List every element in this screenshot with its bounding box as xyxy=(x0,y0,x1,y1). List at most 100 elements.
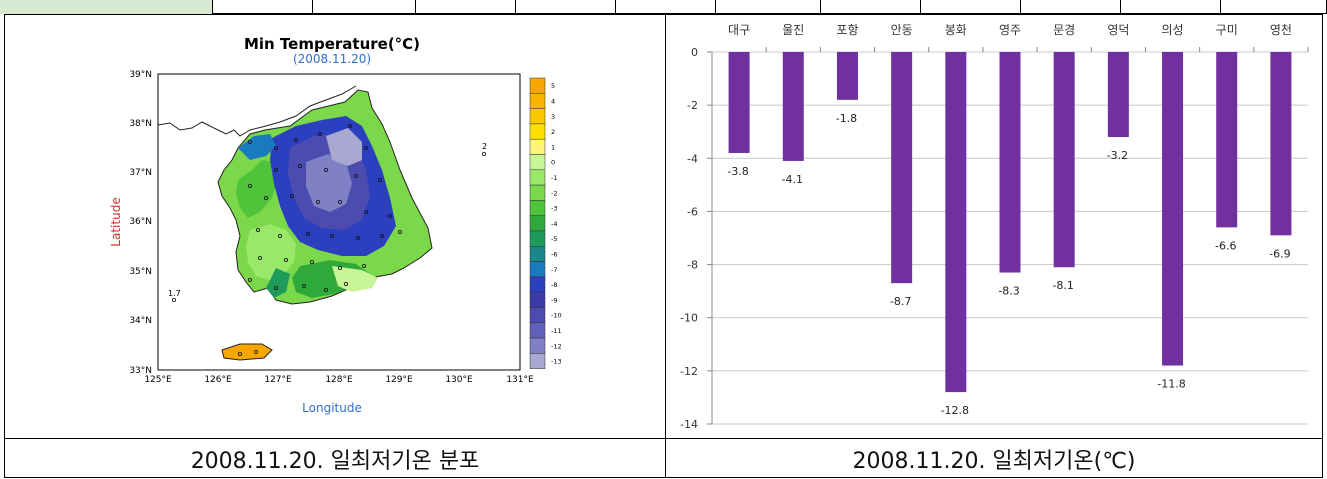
colorbar-label: -10 xyxy=(551,312,562,320)
lon-tick: 131°E xyxy=(506,375,534,385)
temperature-map-svg: Min Temperature(°C) (2008.11.20) xyxy=(109,35,562,415)
colorbar-swatch xyxy=(529,154,546,171)
category-label: 문경 xyxy=(1053,23,1075,37)
bar-chart-panel: 0 -2 -4 -6 -8 -10 -12 -14 대구 울진 포항 안동 봉화 영주 문경 영덕 의성 구미 영… xyxy=(672,16,1322,438)
bar xyxy=(999,52,1021,273)
colorbar-label: -12 xyxy=(551,342,562,350)
bar xyxy=(782,52,804,161)
colorbar-label: 5 xyxy=(551,82,555,90)
colorbar-label: -13 xyxy=(551,358,562,366)
colorbar-label: -6 xyxy=(551,250,557,258)
map-subtitle: (2008.11.20) xyxy=(293,52,371,66)
station-markers xyxy=(172,124,486,356)
colorbar-swatch xyxy=(529,246,546,262)
header-cell xyxy=(213,0,313,14)
category-label: 울진 xyxy=(782,23,804,37)
colorbar-label: 0 xyxy=(551,159,555,167)
colorbar-swatch xyxy=(529,123,546,140)
value-label: -3.2 xyxy=(1107,149,1128,162)
lon-tick: 129°E xyxy=(385,375,413,385)
colorbar-label: 1 xyxy=(551,143,555,151)
column-divider xyxy=(665,14,666,478)
colorbar-swatch xyxy=(529,108,546,125)
header-cell xyxy=(313,0,416,14)
colorbar-label: 2 xyxy=(551,128,555,136)
value-label: -8.1 xyxy=(1052,279,1073,292)
map-xlabel: Longitude xyxy=(302,401,362,415)
left-caption: 2008.11.20. 일최저기온 분포 xyxy=(190,449,480,474)
category-labels: 대구 울진 포항 안동 봉화 영주 문경 영덕 의성 구미 영천 xyxy=(728,22,1292,37)
category-label: 대구 xyxy=(728,23,750,37)
bar xyxy=(1162,52,1184,366)
lon-tick: 130°E xyxy=(445,375,473,385)
lat-tick: 37°N xyxy=(129,168,152,178)
header-cell xyxy=(516,0,616,14)
value-label: -8.7 xyxy=(890,295,911,308)
bar xyxy=(1053,52,1075,268)
category-label: 영천 xyxy=(1270,22,1292,37)
category-label: 구미 xyxy=(1216,23,1238,37)
category-label: 안동 xyxy=(891,23,913,37)
colorbar-swatch xyxy=(529,169,546,186)
jeju-island xyxy=(221,343,273,361)
bar xyxy=(728,52,750,153)
colorbar-swatch xyxy=(529,200,546,216)
lat-tick: 34°N xyxy=(129,316,152,326)
lat-tick: 33°N xyxy=(129,366,152,376)
value-label: -1.8 xyxy=(836,112,857,125)
category-label: 포항 xyxy=(836,23,858,37)
y-tick-label: -10 xyxy=(680,312,698,325)
colorbar-swatch xyxy=(529,307,546,324)
header-cell xyxy=(416,0,516,14)
value-label: -3.8 xyxy=(727,165,748,178)
value-label: -11.8 xyxy=(1157,378,1185,391)
header-cell xyxy=(1221,0,1327,14)
colorbar-swatch xyxy=(529,291,546,308)
colorbar-swatch xyxy=(529,261,546,278)
north-border xyxy=(249,85,357,131)
colorbar-label: -11 xyxy=(551,327,562,335)
colorbar-label: 4 xyxy=(551,97,555,105)
header-cell xyxy=(821,0,921,14)
value-label: -6.9 xyxy=(1269,247,1290,260)
bar-chart-svg: 0 -2 -4 -6 -8 -10 -12 -14 대구 울진 포항 안동 봉화 영주 문경 영덕 의성 구미 영… xyxy=(680,22,1309,431)
y-axis-ticks: 0 -2 -4 -6 -8 -10 -12 -14 xyxy=(680,46,698,431)
colorbar-label: -9 xyxy=(551,296,557,304)
colorbar-label: 3 xyxy=(551,113,555,121)
lon-tick: 127°E xyxy=(264,375,292,385)
category-label: 의성 xyxy=(1161,23,1183,37)
colorbar-label: -2 xyxy=(551,189,557,197)
bars xyxy=(728,52,1292,393)
y-tick-label: -14 xyxy=(680,418,698,431)
value-label: -8.3 xyxy=(998,285,1019,298)
y-tick-label: -6 xyxy=(687,205,698,218)
lat-tick: 38°N xyxy=(129,119,152,129)
y-tick-label: -8 xyxy=(687,259,698,272)
header-cell xyxy=(616,0,716,14)
table-header-strip xyxy=(0,0,1327,14)
y-tick-label: 0 xyxy=(691,46,698,59)
table-frame xyxy=(4,14,1323,478)
lon-tick: 125°E xyxy=(144,375,172,385)
colorbar-swatch xyxy=(529,93,546,109)
lat-tick: 35°N xyxy=(129,267,152,277)
colorbar-label: -5 xyxy=(551,235,557,243)
header-cell xyxy=(1121,0,1221,14)
colorbar-swatch xyxy=(529,337,546,354)
korea-landmass xyxy=(217,89,433,305)
category-label: 영주 xyxy=(999,23,1021,37)
bar xyxy=(836,52,858,100)
dokdo-value: 2 xyxy=(482,142,487,151)
category-label: 봉화 xyxy=(945,23,967,37)
bar xyxy=(1107,52,1129,138)
colorbar-label: -1 xyxy=(551,174,557,182)
y-tick-label: -2 xyxy=(687,99,698,112)
value-label: -6.6 xyxy=(1215,239,1236,252)
lat-tick: 36°N xyxy=(129,217,152,227)
header-cell xyxy=(0,0,213,14)
value-label: -4.1 xyxy=(782,173,803,186)
colorbar-label: -8 xyxy=(551,281,557,289)
colorbar-swatch xyxy=(529,138,546,155)
map-title: Min Temperature(°C) xyxy=(244,35,420,53)
value-labels: -3.8 -4.1 -1.8 -8.7 -12.8 -8.3 -8.1 -3.2 -11.8 -6… xyxy=(727,112,1290,417)
